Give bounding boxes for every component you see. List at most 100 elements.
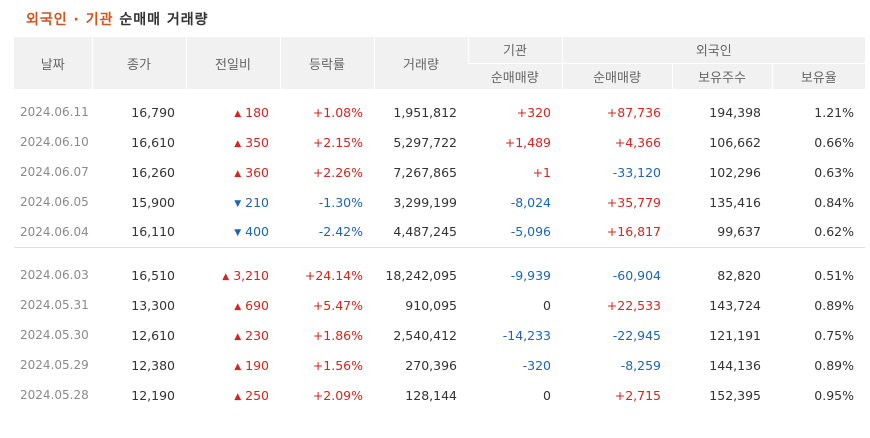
up-arrow-icon: ▲	[234, 391, 242, 402]
cell-foreign-holding: 152,395	[709, 387, 761, 403]
table-row: 2024.06.05 15,900 ▼ 210 -1.30% 3,299,199 -8,02…	[14, 187, 865, 217]
header-volume: 거래량	[373, 37, 468, 89]
cell-change: ▲ 350	[186, 127, 280, 157]
cell-foreign-net: +35,779	[606, 194, 661, 210]
cell-foreign-ratio: 0.63%	[814, 164, 855, 180]
cell-foreign-ratio: 0.84%	[814, 194, 855, 210]
table-row: 2024.05.29 12,380 ▲ 190 +1.56% 270,396 -320 -8,…	[14, 350, 865, 380]
header-date: 날짜	[14, 37, 92, 89]
cell-foreign-ratio: 0.51%	[814, 267, 855, 283]
table-row: 2024.05.30 12,610 ▲ 230 +1.86% 2,540,412 -14,2…	[14, 320, 865, 350]
cell-rate: +5.47%	[312, 297, 363, 313]
cell-foreign-net: -60,904	[612, 267, 661, 283]
up-arrow-icon: ▲	[234, 168, 242, 179]
cell-rate: +2.15%	[312, 134, 363, 150]
cell-rate: -1.30%	[318, 194, 363, 210]
table-row: 2024.06.07 16,260 ▲ 360 +2.26% 7,267,865 +1 -33…	[14, 157, 865, 187]
cell-foreign-net: +22,533	[606, 297, 661, 313]
cell-close: 12,190	[131, 387, 175, 403]
cell-close: 16,790	[131, 104, 175, 120]
cell-volume: 7,267,865	[393, 164, 457, 180]
cell-close: 12,380	[131, 357, 175, 373]
change-value: 210	[245, 194, 269, 210]
title-sub: 순매매 거래량	[119, 12, 209, 28]
cell-change: ▲ 250	[186, 380, 280, 410]
header-foreign-net: 순매매량	[561, 63, 672, 89]
header-close: 종가	[91, 37, 186, 89]
cell-volume: 910,095	[405, 297, 457, 313]
cell-close: 16,260	[131, 164, 175, 180]
cell-close: 12,610	[131, 327, 175, 343]
up-arrow-icon: ▲	[222, 271, 230, 282]
cell-volume: 270,396	[405, 357, 457, 373]
cell-foreign-holding: 102,296	[709, 164, 761, 180]
cell-institution-net: -5,096	[510, 224, 551, 240]
cell-rate: +1.56%	[312, 357, 363, 373]
cell-date: 2024.06.10	[20, 135, 89, 149]
change-value: 400	[245, 224, 269, 240]
cell-foreign-holding: 135,416	[709, 194, 761, 210]
cell-change: ▲ 3,210	[186, 260, 280, 290]
cell-foreign-net: -22,945	[612, 327, 661, 343]
spacer-row	[14, 89, 865, 97]
cell-close: 15,900	[131, 194, 175, 210]
cell-foreign-ratio: 1.21%	[814, 104, 855, 120]
cell-foreign-holding: 144,136	[709, 357, 761, 373]
cell-foreign-net: -33,120	[612, 164, 661, 180]
cell-close: 16,110	[131, 224, 175, 240]
cell-institution-net: -14,233	[502, 327, 551, 343]
cell-volume: 3,299,199	[393, 194, 457, 210]
cell-foreign-net: +87,736	[606, 104, 661, 120]
cell-institution-net: +1	[532, 164, 551, 180]
cell-volume: 4,487,245	[393, 224, 457, 240]
up-arrow-icon: ▲	[234, 108, 242, 119]
cell-foreign-holding: 99,637	[717, 224, 761, 240]
table-row: 2024.05.31 13,300 ▲ 690 +5.47% 910,095 0 +22,53…	[14, 290, 865, 320]
cell-foreign-ratio: 0.66%	[814, 134, 855, 150]
cell-change: ▼ 210	[186, 187, 280, 217]
cell-date: 2024.06.05	[20, 195, 89, 209]
cell-rate: +2.09%	[312, 387, 363, 403]
cell-foreign-ratio: 0.75%	[814, 327, 855, 343]
cell-foreign-ratio: 0.62%	[814, 224, 855, 240]
cell-change: ▲ 180	[186, 97, 280, 127]
cell-volume: 1,951,812	[393, 104, 457, 120]
change-value: 3,210	[233, 267, 269, 283]
header-foreign-group: 외국인	[561, 37, 866, 64]
cell-foreign-holding: 143,724	[709, 297, 761, 313]
up-arrow-icon: ▲	[234, 138, 242, 149]
cell-volume: 18,242,095	[385, 267, 457, 283]
table-row: 2024.06.11 16,790 ▲ 180 +1.08% 1,951,812 +320 +…	[14, 97, 865, 127]
cell-foreign-holding: 82,820	[717, 267, 761, 283]
cell-foreign-net: +16,817	[606, 224, 661, 240]
cell-institution-net: +1,489	[504, 134, 551, 150]
cell-date: 2024.05.28	[20, 388, 89, 402]
cell-institution-net: -320	[522, 357, 551, 373]
cell-volume: 2,540,412	[393, 327, 457, 343]
table-body: 2024.06.11 16,790 ▲ 180 +1.08% 1,951,812 +320 +…	[14, 89, 866, 410]
cell-institution-net: 0	[543, 387, 551, 403]
up-arrow-icon: ▲	[234, 331, 242, 342]
cell-date: 2024.05.29	[20, 358, 89, 372]
cell-rate: +1.08%	[312, 104, 363, 120]
cell-foreign-holding: 121,191	[709, 327, 761, 343]
cell-volume: 5,297,722	[393, 134, 457, 150]
header-institution-net: 순매매량	[468, 63, 562, 89]
cell-institution-net: 0	[543, 297, 551, 313]
cell-date: 2024.06.11	[20, 105, 89, 119]
title-accent: 외국인 · 기관	[26, 12, 114, 28]
change-value: 350	[245, 134, 269, 150]
cell-date: 2024.06.07	[20, 165, 89, 179]
table-row: 2024.06.03 16,510 ▲ 3,210 +24.14% 18,242,095 -…	[14, 260, 865, 290]
cell-volume: 128,144	[405, 387, 457, 403]
cell-rate: +2.26%	[312, 164, 363, 180]
change-value: 180	[245, 104, 269, 120]
cell-foreign-net: -8,259	[620, 357, 661, 373]
cell-foreign-net: +2,715	[614, 387, 661, 403]
cell-institution-net: -9,939	[510, 267, 551, 283]
cell-foreign-ratio: 0.95%	[814, 387, 855, 403]
cell-foreign-ratio: 0.89%	[814, 297, 855, 313]
table-row: 2024.06.10 16,610 ▲ 350 +2.15% 5,297,722 +1,48…	[14, 127, 865, 157]
cell-close: 16,510	[131, 267, 175, 283]
table-row: 2024.05.28 12,190 ▲ 250 +2.09% 128,144 0 +2,715…	[14, 380, 865, 410]
